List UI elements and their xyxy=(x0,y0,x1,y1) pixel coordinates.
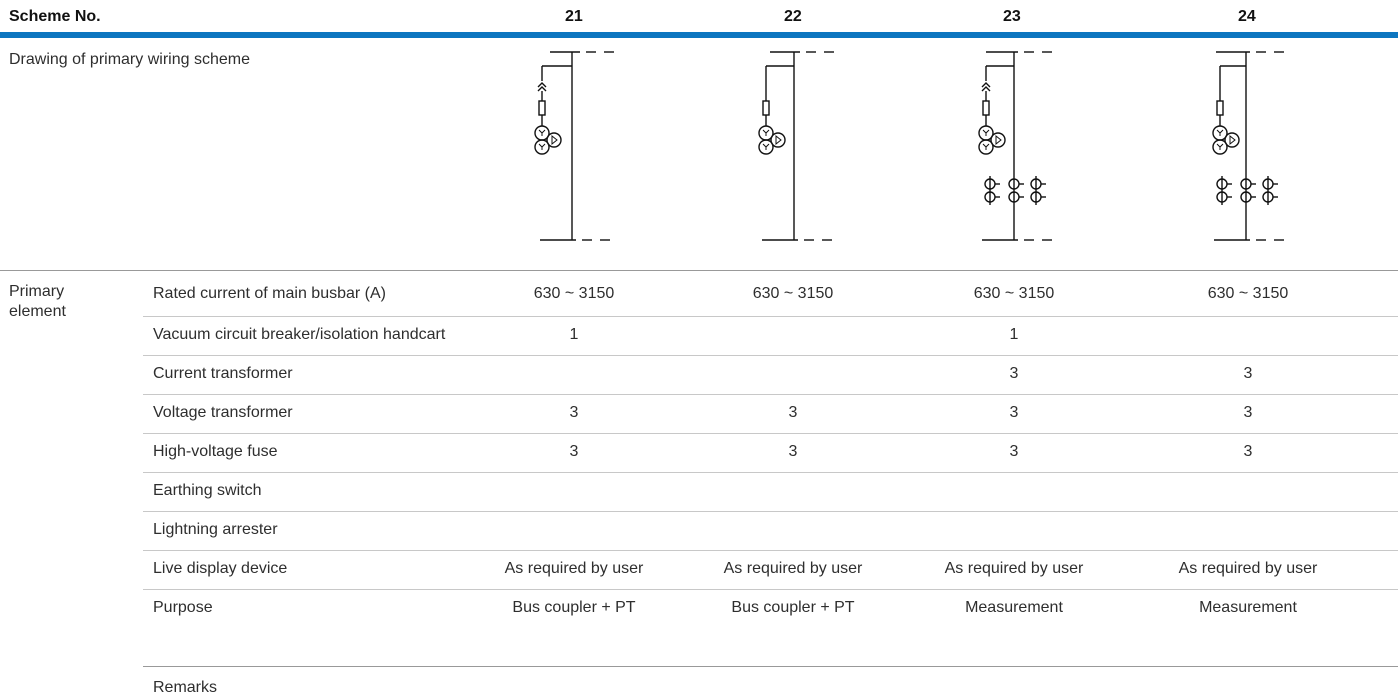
table-cell: 3 xyxy=(1009,404,1019,421)
row-label: Current transformer xyxy=(153,365,293,382)
scheme-24-header: 24 xyxy=(1238,8,1256,25)
table-cell: 630 ~ 3150 xyxy=(752,285,834,302)
table-cell: As required by user xyxy=(944,560,1084,577)
group-label-element: element xyxy=(9,303,66,320)
table-cell: As required by user xyxy=(504,560,644,577)
scheme-23-header: 23 xyxy=(1003,8,1021,25)
row-label: Live display device xyxy=(153,560,288,577)
row-label: Vacuum circuit breaker/isolation handcar… xyxy=(153,326,446,343)
remarks-label: Remarks xyxy=(153,679,218,696)
table-cell: As required by user xyxy=(1178,560,1318,577)
row-label: Purpose xyxy=(153,599,213,616)
row-label: Rated current of main busbar (A) xyxy=(153,285,386,302)
scheme-22-header: 22 xyxy=(784,8,802,25)
row-divider xyxy=(143,550,1398,551)
row-divider xyxy=(143,472,1398,473)
table-cell: 3 xyxy=(1243,365,1253,382)
group-label-primary: Primary xyxy=(9,283,65,300)
header-accent-bar xyxy=(0,32,1398,38)
scheme-21-header: 21 xyxy=(565,8,583,25)
drawing-row-label: Drawing of primary wiring scheme xyxy=(9,51,250,68)
table-cell: 3 xyxy=(569,443,579,460)
table-cell: As required by user xyxy=(723,560,863,577)
table-cell: Measurement xyxy=(1199,599,1297,616)
row-divider xyxy=(143,316,1398,317)
row-divider xyxy=(143,433,1398,434)
table-cell: Bus coupler + PT xyxy=(731,599,855,616)
table-cell: 630 ~ 3150 xyxy=(973,285,1055,302)
wiring-diagram-21 xyxy=(534,51,614,241)
table-cell: 630 ~ 3150 xyxy=(533,285,615,302)
wiring-diagram-24 xyxy=(1212,51,1284,241)
row-divider xyxy=(143,589,1398,590)
table-cell: 1 xyxy=(1009,326,1019,343)
row-label: Earthing switch xyxy=(153,482,262,499)
table-cell: 3 xyxy=(1243,404,1253,421)
table-cell: 1 xyxy=(569,326,579,343)
remarks-divider xyxy=(143,666,1398,667)
table-cell: 3 xyxy=(1009,443,1019,460)
row-divider xyxy=(143,355,1398,356)
row-label: Lightning arrester xyxy=(153,521,278,538)
row-divider xyxy=(143,511,1398,512)
row-label: High-voltage fuse xyxy=(153,443,278,460)
table-header: Scheme No. 21 22 23 24 xyxy=(0,0,1398,34)
table-cell: 3 xyxy=(569,404,579,421)
table-cell: Bus coupler + PT xyxy=(512,599,636,616)
table-cell: 3 xyxy=(788,443,798,460)
table-cell: 630 ~ 3150 xyxy=(1207,285,1289,302)
wiring-diagram-22 xyxy=(758,51,834,241)
wiring-diagram-23 xyxy=(978,51,1052,241)
row-divider xyxy=(143,394,1398,395)
scheme-no-label: Scheme No. xyxy=(9,8,101,25)
table-cell: 3 xyxy=(788,404,798,421)
table-cell: 3 xyxy=(1243,443,1253,460)
table-cell: Measurement xyxy=(965,599,1063,616)
row-label: Voltage transformer xyxy=(153,404,293,421)
table-cell: 3 xyxy=(1009,365,1019,382)
section-divider xyxy=(0,270,1398,271)
